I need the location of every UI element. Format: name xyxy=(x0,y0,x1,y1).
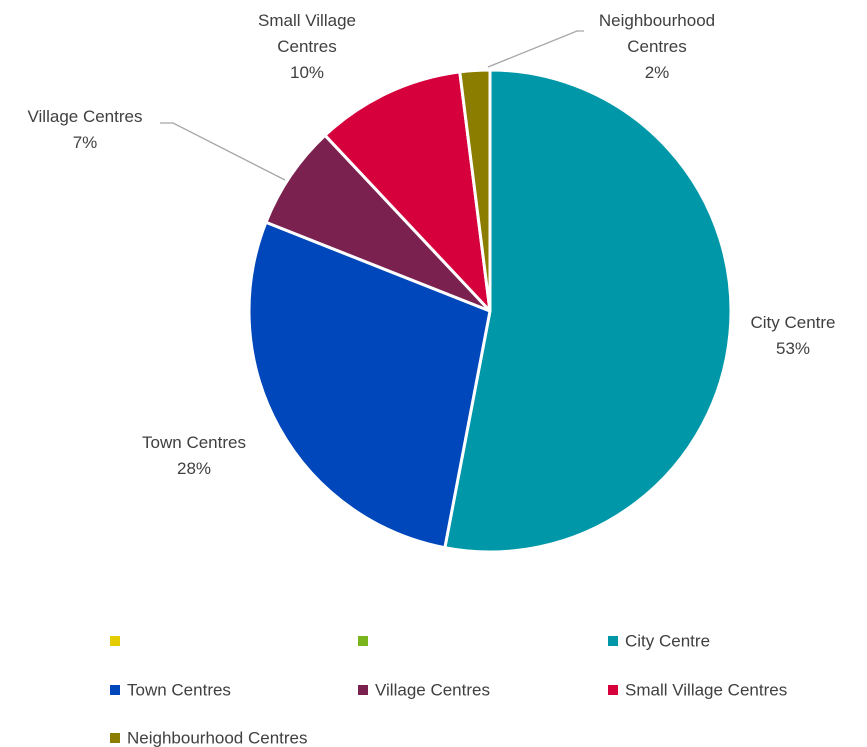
pie-slice xyxy=(443,68,733,554)
data-label-name: Neighbourhood Centres xyxy=(598,11,716,56)
legend-swatch xyxy=(110,733,120,743)
legend-swatch xyxy=(358,685,368,695)
data-label-name: Village Centres xyxy=(27,107,143,126)
data-label-name: City Centre xyxy=(750,313,836,332)
data-label-value: 28% xyxy=(176,459,212,478)
legend-label: City Centre xyxy=(625,631,710,650)
legend-swatch xyxy=(608,636,618,646)
pie-slice xyxy=(264,133,492,313)
data-label-value: 2% xyxy=(644,63,670,82)
data-label-value: 7% xyxy=(72,133,98,152)
legend-swatch xyxy=(608,685,618,695)
leader-line xyxy=(487,30,584,68)
pie-slice xyxy=(458,68,492,313)
data-label: Town Centres 28% xyxy=(114,430,274,482)
legend-swatch xyxy=(110,685,120,695)
legend-label: Neighbourhood Centres xyxy=(127,728,308,747)
data-label: Small Village Centres 10% xyxy=(247,8,367,86)
legend-swatch xyxy=(358,636,368,646)
leader-line xyxy=(160,122,286,181)
legend-label: Town Centres xyxy=(127,680,231,699)
pie-slice xyxy=(247,220,492,550)
data-label-name: Small Village Centres xyxy=(258,11,356,56)
data-label: Neighbourhood Centres 2% xyxy=(592,8,722,86)
legend-label: Village Centres xyxy=(375,680,490,699)
data-label: Village Centres 7% xyxy=(5,104,165,156)
legend-swatch xyxy=(110,636,120,646)
data-label-value: 53% xyxy=(775,339,811,358)
data-label-value: 10% xyxy=(289,63,325,82)
data-label-name: Town Centres xyxy=(142,433,246,452)
pie-slice xyxy=(323,70,492,313)
data-label: City Centre 53% xyxy=(723,310,863,362)
legend-label: Small Village Centres xyxy=(625,680,787,699)
